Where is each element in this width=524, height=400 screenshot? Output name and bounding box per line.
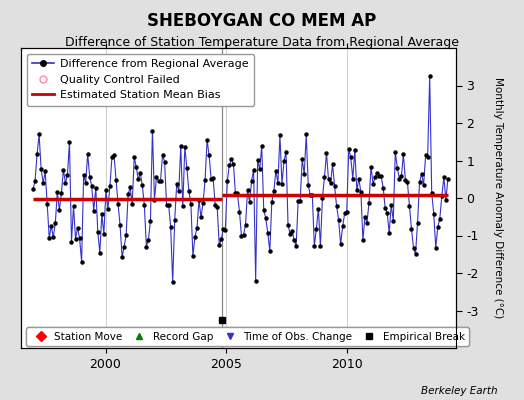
Legend: Station Move, Record Gap, Time of Obs. Change, Empirical Break: Station Move, Record Gap, Time of Obs. C…	[26, 328, 469, 346]
Text: Difference of Station Temperature Data from Regional Average: Difference of Station Temperature Data f…	[65, 36, 459, 49]
Text: SHEBOYGAN CO MEM AP: SHEBOYGAN CO MEM AP	[147, 12, 377, 30]
Text: Berkeley Earth: Berkeley Earth	[421, 386, 498, 396]
Y-axis label: Monthly Temperature Anomaly Difference (°C): Monthly Temperature Anomaly Difference (…	[493, 77, 503, 319]
